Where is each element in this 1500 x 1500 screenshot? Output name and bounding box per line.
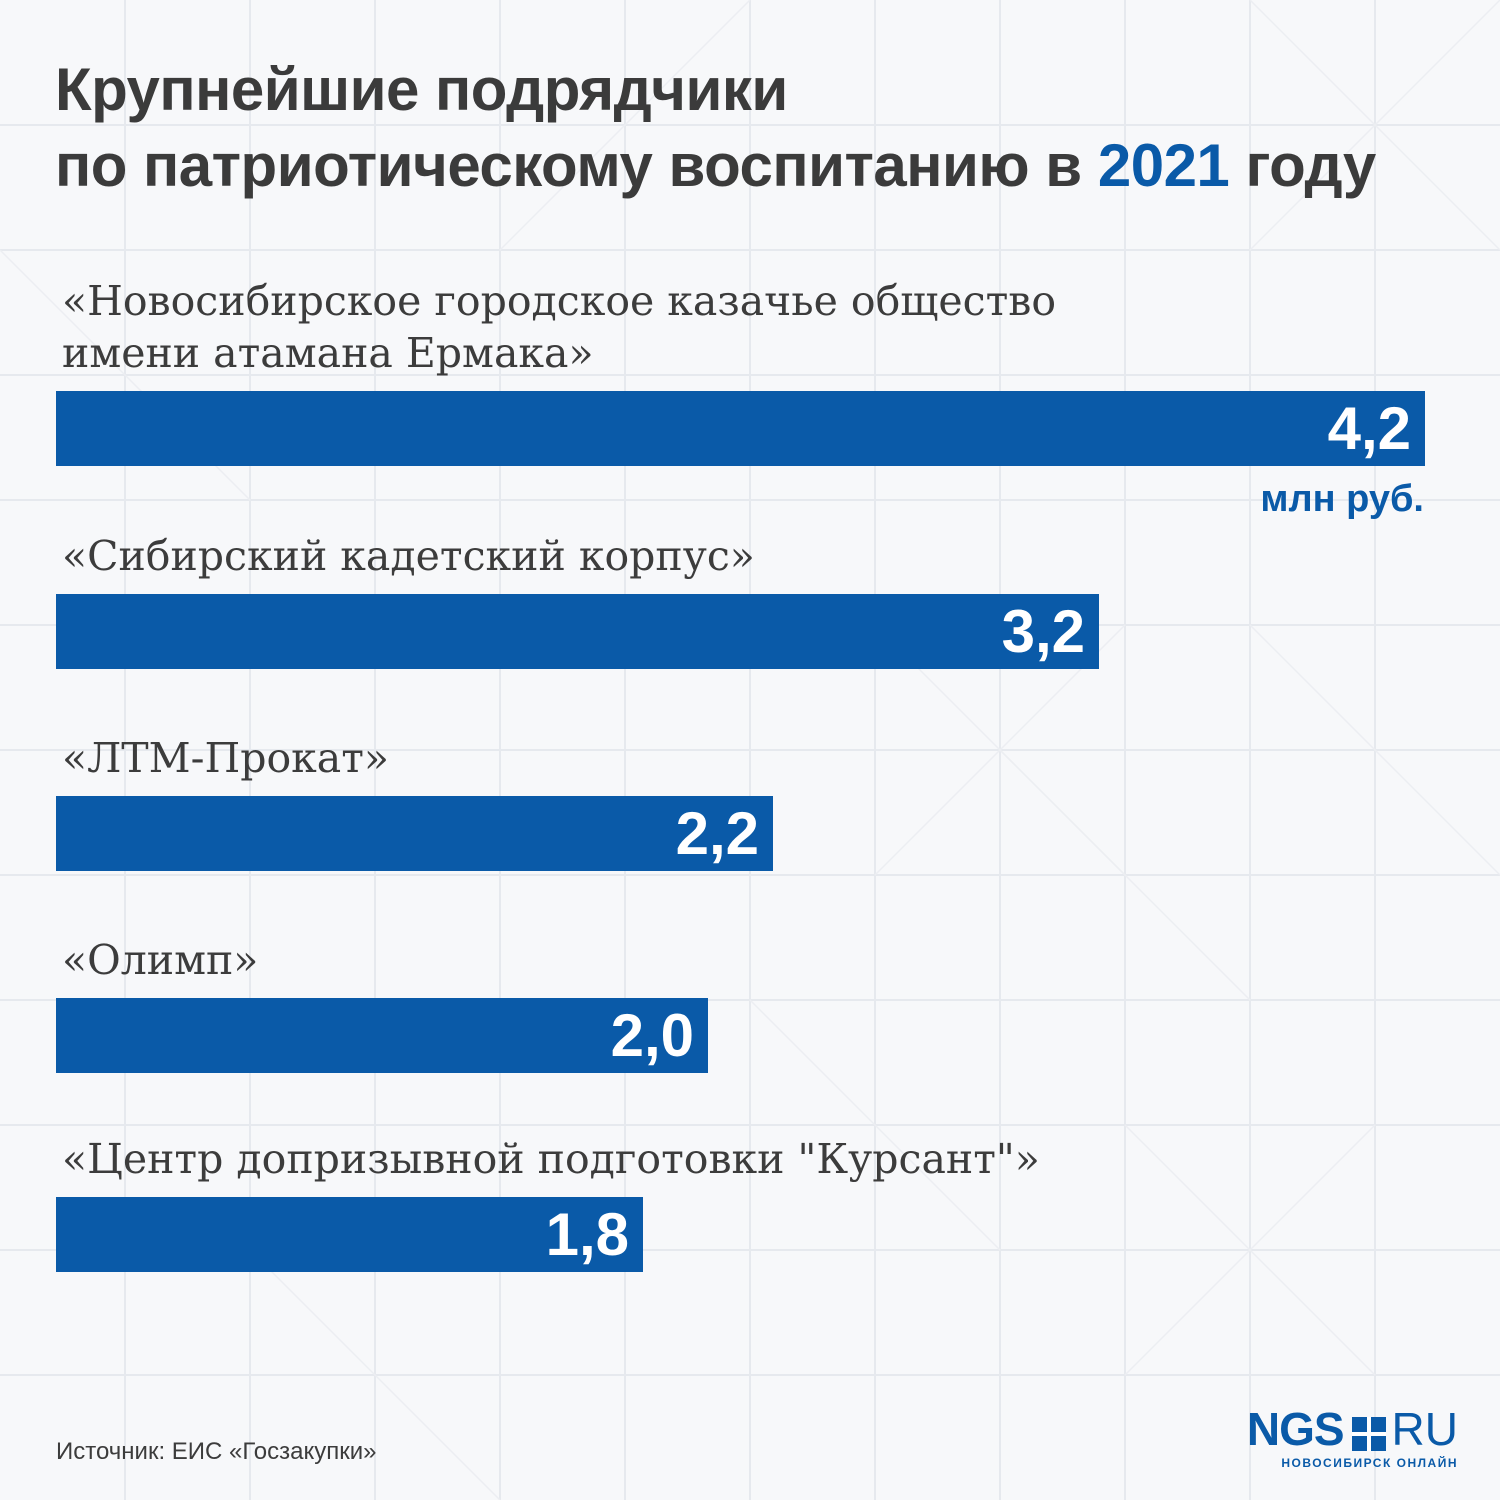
- bar-label: «Олимп»: [62, 934, 258, 986]
- logo-ru-text: RU: [1391, 1403, 1458, 1455]
- title-line-2-prefix: по патриотическому воспитанию в: [55, 132, 1082, 199]
- bar-label-line: «ЛТМ-Прокат»: [62, 734, 389, 782]
- logo-ngs-text: NGS: [1246, 1403, 1345, 1455]
- bar-label-line: «Новосибирское городское казачье обществ…: [62, 277, 1057, 325]
- bar-value-label: 3,2: [1001, 598, 1085, 665]
- chart-title: Крупнейшие подрядчики по патриотическому…: [55, 52, 1376, 204]
- unit-label: млн руб.: [1260, 478, 1424, 520]
- bar: [56, 796, 773, 871]
- bar-label: «Сибирский кадетский корпус»: [62, 530, 755, 582]
- logo-tagline: НОВОСИБИРСК ОНЛАЙН: [1281, 1456, 1458, 1470]
- source-note: Источник: ЕИС «Госзакупки»: [56, 1438, 377, 1465]
- bar-label: «Новосибирское городское казачье обществ…: [62, 275, 1056, 379]
- logo-wordmark: NGS RU: [1247, 1406, 1458, 1452]
- bar: [56, 594, 1099, 669]
- logo-square-icon: [1351, 1412, 1386, 1451]
- title-line-2-suffix: году: [1245, 132, 1376, 199]
- bar: [56, 998, 708, 1073]
- ngs-logo: NGS RU НОВОСИБИРСК ОНЛАЙН: [1186, 1406, 1458, 1470]
- bar-label-line: «Олимп»: [62, 936, 259, 984]
- title-line-1: Крупнейшие подрядчики: [55, 56, 788, 123]
- bar-label-line: «Центр допризывной подготовки "Курсант"»: [62, 1135, 1040, 1183]
- bar-value-label: 2,0: [610, 1002, 694, 1069]
- bar-label: «ЛТМ-Прокат»: [62, 732, 389, 784]
- bar-value-label: 2,2: [675, 800, 759, 867]
- bar-label: «Центр допризывной подготовки "Курсант"»: [62, 1133, 1040, 1185]
- title-year: 2021: [1097, 132, 1230, 199]
- bar-value-label: 4,2: [1327, 395, 1411, 462]
- bar: [56, 1197, 643, 1272]
- bar-label-line: «Сибирский кадетский корпус»: [62, 532, 755, 580]
- bar-value-label: 1,8: [545, 1201, 629, 1268]
- bar: [56, 391, 1425, 466]
- bar-label-line: имени атамана Ермака»: [62, 329, 594, 377]
